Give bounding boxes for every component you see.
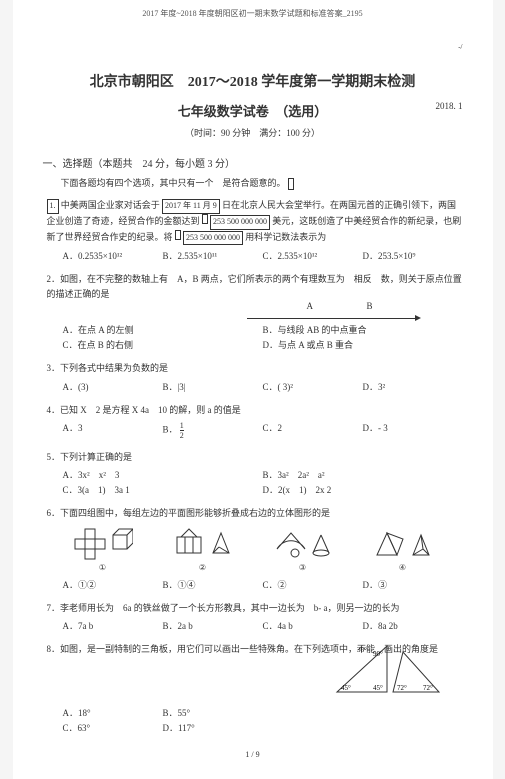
- q7-opt-b: B．2a b: [163, 619, 263, 632]
- question-3: 3．下列各式中结果为负数的是: [47, 361, 463, 375]
- fig4-label: ④: [373, 563, 433, 572]
- fig2-label: ②: [173, 563, 233, 572]
- q4-b-label: B．: [163, 424, 178, 434]
- angle-45a: 45°: [341, 684, 351, 692]
- q3-opt-a: A．(3): [63, 380, 163, 393]
- q1-opt-a: A．0.2535×10¹²: [63, 249, 163, 262]
- fig-1: ①: [73, 527, 133, 572]
- angle-45b: 45°: [373, 684, 383, 692]
- q1-blank-icon: [202, 214, 208, 224]
- q8-opt-d: D．117°: [163, 721, 263, 734]
- q5-opt-c: C．3(a 1) 3a 1: [63, 483, 263, 496]
- q8-opt-b: B．55°: [163, 706, 263, 719]
- question-1: 1. 中美两国企业家对话会于 2017 年 11 月 9 日在北京人民大会堂举行…: [47, 198, 463, 245]
- exam-date: 2018. 1: [436, 101, 463, 111]
- question-2: 2．如图，在不完整的数轴上有 A，B 两点，它们所表示的两个有理数互为 相反 数…: [47, 272, 463, 319]
- question-7: 7．李老师用长为 6a 的铁丝做了一个长方形教具，其中一边长为 b- a，则另一…: [47, 601, 463, 615]
- net-cube-icon: [73, 527, 133, 561]
- q5-opt-d: D．2(x 1) 2x 2: [263, 483, 463, 496]
- q2-opt-b: B．与线段 AB 的中点重合: [263, 323, 463, 336]
- q8-options: A．18° B．55° C．63° D．117°: [63, 706, 263, 736]
- q4-opt-d: D．- 3: [363, 421, 463, 440]
- q6-opt-b: B．①④: [163, 578, 263, 591]
- number-line-icon: A B: [247, 301, 417, 319]
- q6-opt-a: A．①②: [63, 578, 163, 591]
- q8-opt-c: C．63°: [63, 721, 163, 734]
- angle-72a: 72°: [397, 684, 407, 692]
- fraction-icon: 1 2: [180, 421, 184, 440]
- sub-title: 七年级数学试卷 （选用） 2018. 1: [43, 101, 463, 120]
- q1-t1: 中美两国企业家对话会于: [61, 200, 160, 210]
- q4-opt-b: B． 1 2: [163, 421, 263, 440]
- q6-figures: ① ② ③: [53, 527, 453, 572]
- section-1-head: 一、选择题（本题共 24 分，每小题 3 分）: [43, 155, 463, 170]
- main-title: 北京市朝阳区 2017～2018 学年度第一学期期末检测: [43, 71, 463, 91]
- q1-num-box2: 253 500 000 000: [210, 215, 270, 230]
- q1-blank-icon2: [175, 230, 181, 240]
- q2-opt-d: D．与点 A 或点 B 重合: [263, 338, 463, 351]
- net-prism-icon: [173, 527, 233, 561]
- question-8: 8．如图，是一副特制的三角板，用它们可以画出一些特殊角。在下列选项中，不能 画出…: [47, 642, 463, 702]
- q6-opt-c: C．②: [263, 578, 363, 591]
- sub-title-text: 七年级数学试卷 （选用）: [178, 104, 328, 119]
- question-6: 6．下面四组图中，每组左边的平面图形能够折叠成右边的立体图形的是: [47, 506, 463, 520]
- q1-date-box: 2017 年 11 月 9: [162, 199, 220, 214]
- q1-opt-d: D．253.5×10⁹: [363, 249, 463, 262]
- net-cone-icon: [273, 527, 333, 561]
- q7-opt-c: C．4a b: [263, 619, 363, 632]
- blank-box-icon: [288, 178, 294, 190]
- point-a-label: A: [307, 299, 314, 313]
- q5-opt-b: B．3a² 2a² a²: [263, 468, 463, 481]
- q1-t4: 用科学记数法表示为: [245, 232, 326, 242]
- question-4: 4．已知 X 2 是方程 X 4a 10 的解，则 a 的值是: [47, 403, 463, 417]
- frac-num: 1: [180, 421, 184, 431]
- q5-options: A．3x² x² 3 B．3a² 2a² a² C．3(a 1) 3a 1 D．…: [63, 468, 463, 498]
- exam-meta: （时间：90 分钟 满分：100 分）: [43, 126, 463, 139]
- net-pyramid-icon: [373, 527, 433, 561]
- q2-opt-c: C．在点 B 的右侧: [63, 338, 263, 351]
- q3-opt-d: D．3²: [363, 380, 463, 393]
- q2-text: 2．如图，在不完整的数轴上有 A，B 两点，它们所表示的两个有理数互为 相反 数…: [47, 274, 462, 298]
- q1-opt-c: C．2.535×10¹²: [263, 249, 363, 262]
- q2-options: A．在点 A 的左侧 B．与线段 AB 的中点重合 C．在点 B 的右侧 D．与…: [63, 323, 463, 353]
- fig-3: ③: [273, 527, 333, 572]
- q1-options: A．0.2535×10¹² B．2.535×10¹¹ C．2.535×10¹² …: [63, 249, 463, 264]
- q1-opt-b: B．2.535×10¹¹: [163, 249, 263, 262]
- section-1-note: 下面各题均有四个选项，其中只有一个 是符合题意的。: [61, 176, 463, 190]
- question-5: 5．下列计算正确的是: [47, 450, 463, 464]
- q2-opt-a: A．在点 A 的左侧: [63, 323, 263, 336]
- fig-2: ②: [173, 527, 233, 572]
- triangle-set-icon: 45° 90° 45° 36° 72° 72°: [333, 642, 443, 700]
- q6-options: A．①② B．①④ C．② D．③: [63, 578, 463, 593]
- q7-opt-d: D．8a 2b: [363, 619, 463, 632]
- q8-opt-a: A．18°: [63, 706, 163, 719]
- q1-num-box: 1.: [47, 199, 59, 214]
- section-note-text: 下面各题均有四个选项，其中只有一个 是符合题意的。: [61, 178, 286, 188]
- q1-num-box3: 253 500 000 000: [183, 231, 243, 246]
- fig3-label: ③: [273, 563, 333, 572]
- q3-opt-c: C．( 3)²: [263, 380, 363, 393]
- q3-options: A．(3) B．|3| C．( 3)² D．3²: [63, 380, 463, 395]
- q6-opt-d: D．③: [363, 578, 463, 591]
- angle-72b: 72°: [423, 684, 433, 692]
- angle-90: 90°: [373, 650, 383, 658]
- corner-mark: -/: [43, 43, 463, 51]
- page-number: 1 / 9: [43, 750, 463, 759]
- fig-4: ④: [373, 527, 433, 572]
- doc-header: 2017 年度~2018 年度朝阳区初一期末数学试题和标准答案_2195: [43, 8, 463, 23]
- q7-opt-a: A．7a b: [63, 619, 163, 632]
- angle-36: 36°: [357, 646, 367, 654]
- q3-opt-b: B．|3|: [163, 380, 263, 393]
- q7-options: A．7a b B．2a b C．4a b D．8a 2b: [63, 619, 463, 634]
- fig1-label: ①: [73, 563, 133, 572]
- frac-den: 2: [180, 431, 184, 440]
- q4-opt-c: C．2: [263, 421, 363, 440]
- q4-opt-a: A．3: [63, 421, 163, 440]
- q5-opt-a: A．3x² x² 3: [63, 468, 263, 481]
- q4-options: A．3 B． 1 2 C．2 D．- 3: [63, 421, 463, 442]
- point-b-label: B: [367, 299, 373, 313]
